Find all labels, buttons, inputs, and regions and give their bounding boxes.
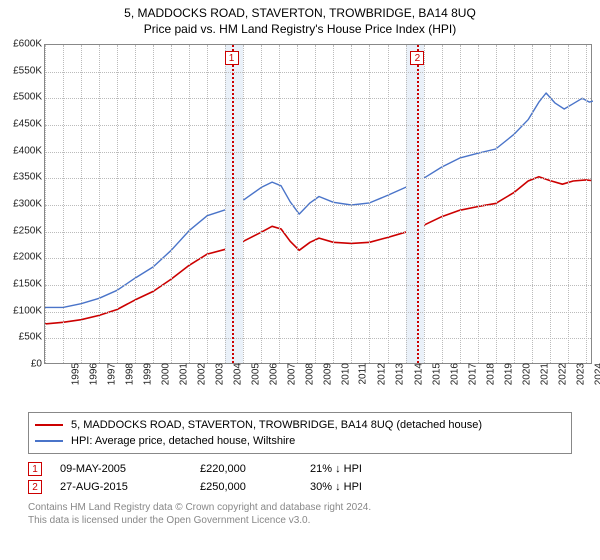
legend-swatch — [35, 440, 63, 442]
gridline — [351, 45, 352, 363]
gridline — [406, 45, 407, 363]
gridline — [496, 45, 497, 363]
gridline — [45, 232, 591, 233]
legend: 5, MADDOCKS ROAD, STAVERTON, TROWBRIDGE,… — [28, 412, 572, 454]
table-row: 2 27-AUG-2015 £250,000 30% ↓ HPI — [28, 478, 572, 496]
y-axis-label: £150K — [0, 279, 42, 290]
gridline — [99, 45, 100, 363]
gridline — [45, 178, 591, 179]
transaction-marker: 1 — [28, 462, 42, 476]
y-axis-label: £100K — [0, 305, 42, 316]
gridline — [171, 45, 172, 363]
event-marker: 2 — [410, 51, 424, 65]
gridline — [63, 45, 64, 363]
gridline — [388, 45, 389, 363]
gridline — [297, 45, 298, 363]
gridline — [135, 45, 136, 363]
gridline — [189, 45, 190, 363]
gridline — [442, 45, 443, 363]
y-axis-label: £400K — [0, 145, 42, 156]
gridline — [550, 45, 551, 363]
gridline — [532, 45, 533, 363]
transaction-price: £220,000 — [200, 463, 310, 475]
gridline — [333, 45, 334, 363]
transaction-delta: 21% ↓ HPI — [310, 463, 420, 475]
gridline — [117, 45, 118, 363]
y-axis-label: £0 — [0, 359, 42, 370]
chart-band — [406, 45, 424, 363]
gridline — [568, 45, 569, 363]
event-marker: 1 — [225, 51, 239, 65]
legend-item: 5, MADDOCKS ROAD, STAVERTON, TROWBRIDGE,… — [35, 417, 565, 433]
transaction-marker: 2 — [28, 480, 42, 494]
chart-title-address: 5, MADDOCKS ROAD, STAVERTON, TROWBRIDGE,… — [0, 6, 600, 20]
gridline — [478, 45, 479, 363]
gridline — [243, 45, 244, 363]
y-axis-label: £50K — [0, 332, 42, 343]
gridline — [369, 45, 370, 363]
y-axis-label: £500K — [0, 92, 42, 103]
y-axis-label: £350K — [0, 172, 42, 183]
transaction-date: 27-AUG-2015 — [60, 481, 200, 493]
transaction-table: 1 09-MAY-2005 £220,000 21% ↓ HPI 2 27-AU… — [28, 460, 572, 496]
x-axis-label: 2024 — [593, 363, 600, 385]
gridline — [424, 45, 425, 363]
transaction-delta: 30% ↓ HPI — [310, 481, 420, 493]
gridline — [45, 125, 591, 126]
legend-item: HPI: Average price, detached house, Wilt… — [35, 433, 565, 449]
gridline — [279, 45, 280, 363]
gridline — [45, 338, 591, 339]
gridline — [45, 285, 591, 286]
copyright-line: This data is licensed under the Open Gov… — [28, 515, 572, 528]
gridline — [45, 98, 591, 99]
gridline — [81, 45, 82, 363]
gridline — [261, 45, 262, 363]
gridline — [45, 312, 591, 313]
gridline — [207, 45, 208, 363]
legend-swatch — [35, 424, 63, 426]
transaction-date: 09-MAY-2005 — [60, 463, 200, 475]
gridline — [514, 45, 515, 363]
copyright: Contains HM Land Registry data © Crown c… — [28, 502, 572, 527]
y-axis-label: £550K — [0, 65, 42, 76]
series-line-price_paid — [45, 177, 591, 324]
gridline — [153, 45, 154, 363]
copyright-line: Contains HM Land Registry data © Crown c… — [28, 502, 572, 515]
y-axis-label: £450K — [0, 119, 42, 130]
event-line — [232, 45, 234, 363]
gridline — [45, 205, 591, 206]
legend-label: HPI: Average price, detached house, Wilt… — [71, 435, 295, 447]
y-axis-label: £300K — [0, 199, 42, 210]
gridline — [45, 258, 591, 259]
chart-title-subtitle: Price paid vs. HM Land Registry's House … — [0, 22, 600, 36]
event-line — [417, 45, 419, 363]
gridline — [225, 45, 226, 363]
plot-area: 12 — [44, 44, 592, 364]
chart-band — [225, 45, 243, 363]
legend-label: 5, MADDOCKS ROAD, STAVERTON, TROWBRIDGE,… — [71, 419, 482, 431]
gridline — [45, 152, 591, 153]
gridline — [315, 45, 316, 363]
gridline — [586, 45, 587, 363]
transaction-price: £250,000 — [200, 481, 310, 493]
y-axis-label: £200K — [0, 252, 42, 263]
table-row: 1 09-MAY-2005 £220,000 21% ↓ HPI — [28, 460, 572, 478]
chart: 12 £0£50K£100K£150K£200K£250K£300K£350K£… — [0, 36, 600, 408]
gridline — [45, 72, 591, 73]
y-axis-label: £250K — [0, 225, 42, 236]
gridline — [45, 45, 46, 363]
gridline — [460, 45, 461, 363]
y-axis-label: £600K — [0, 39, 42, 50]
